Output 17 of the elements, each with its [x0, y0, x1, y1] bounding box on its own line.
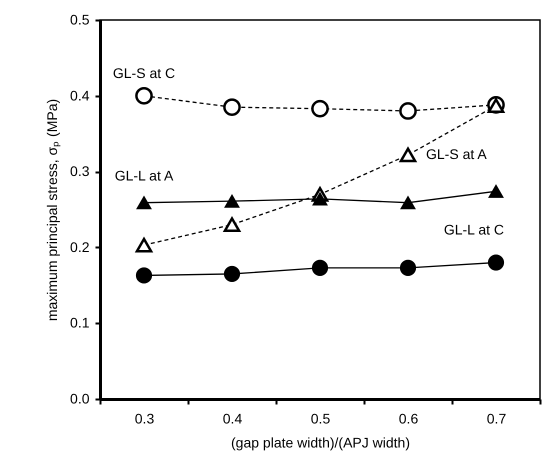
- y-tick-label: 0.4: [70, 87, 90, 104]
- x-tick-label: 0.7: [486, 410, 506, 426]
- x-tick-label: 0.5: [310, 410, 330, 426]
- y-tick-label: 0.5: [70, 12, 90, 28]
- y-axis-title: maximum principal stress, σₚ (MPa): [44, 98, 62, 322]
- x-tick-label: 0.3: [134, 410, 154, 426]
- y-tick-label: 0.1: [70, 314, 90, 331]
- y-tick-label: 0.0: [70, 390, 90, 406]
- x-axis-title: (gap plate width)/(APJ width): [231, 434, 410, 450]
- x-tick-label: 0.6: [398, 410, 418, 426]
- series-label: GL-S at C: [112, 64, 176, 81]
- x-tick-label: 0.4: [222, 410, 242, 426]
- y-tick-label: 0.3: [70, 163, 90, 180]
- series-label: GL-L at A: [114, 168, 174, 184]
- series-label: GL-S at A: [426, 146, 488, 162]
- y-tick-label: 0.2: [70, 238, 90, 255]
- series-label: GL-L at C: [444, 222, 504, 238]
